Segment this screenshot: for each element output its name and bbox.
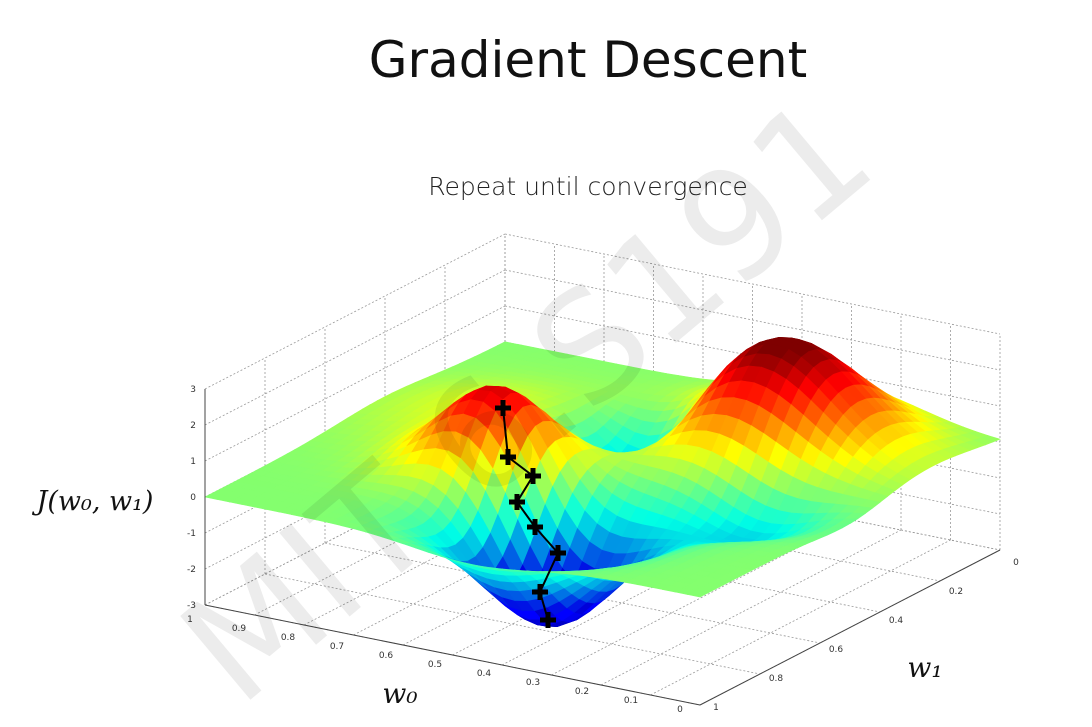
path-marker	[540, 612, 556, 628]
y-tick-label: 0.6	[829, 645, 844, 655]
path-marker	[550, 545, 566, 561]
ticks: 3 2 1 0 -1 -2 -3 1 0.9 0.8 0.7 0.6 0.5 0.4 0.3 0.2 0.1 0 0…	[187, 385, 1019, 715]
z-tick-label: 1	[190, 457, 196, 467]
x-tick-label: 1	[187, 615, 193, 625]
y-tick-label: 0	[1013, 558, 1019, 568]
y-axis-label: w₁	[907, 651, 942, 684]
path-marker	[527, 519, 543, 535]
grid-line	[650, 539, 951, 696]
path-marker	[509, 494, 525, 510]
grid-line	[264, 573, 761, 675]
z-axis-label: J(w₀, w₁)	[32, 486, 154, 517]
y-tick-label: 1	[713, 703, 719, 713]
grid-line	[204, 269, 506, 426]
x-tick-label: 0	[677, 705, 683, 715]
z-tick-label: -2	[187, 565, 196, 575]
x-tick-label: 0.7	[330, 642, 344, 652]
path-marker	[525, 468, 541, 484]
slide-title: Gradient Descent	[369, 31, 807, 89]
descent-path	[495, 400, 566, 628]
z-tick-label: 0	[190, 493, 196, 503]
x-axis-label: w₀	[382, 677, 417, 710]
grid-line	[204, 305, 506, 462]
y-tick-label: 0.8	[769, 674, 784, 684]
axis-line	[699, 549, 1001, 706]
y-tick-label: 0.4	[889, 616, 904, 626]
axis-line	[204, 604, 701, 706]
x-tick-label: 0.1	[624, 696, 638, 706]
surface	[204, 336, 1001, 628]
surface-patch	[686, 590, 709, 598]
x-tick-label: 0.3	[526, 678, 540, 688]
z-tick-label: -1	[187, 529, 196, 539]
path-marker	[495, 400, 511, 416]
x-tick-label: 0.2	[575, 687, 589, 697]
grid-line	[504, 233, 1001, 335]
path-marker	[500, 449, 516, 465]
path-marker	[532, 584, 548, 600]
x-tick-label: 0.4	[477, 669, 492, 679]
slide-subtitle: Repeat until convergence	[428, 172, 748, 201]
x-tick-label: 0.6	[379, 651, 394, 661]
z-tick-label: 3	[190, 385, 196, 395]
z-tick-label: 2	[190, 421, 196, 431]
x-tick-label: 0.8	[281, 633, 296, 643]
y-tick-label: 0.2	[949, 587, 963, 597]
grid-line	[204, 233, 506, 390]
z-tick-label: -3	[187, 601, 196, 611]
x-tick-label: 0.9	[232, 624, 247, 634]
x-tick-label: 0.5	[428, 660, 442, 670]
grid-line	[600, 529, 902, 686]
